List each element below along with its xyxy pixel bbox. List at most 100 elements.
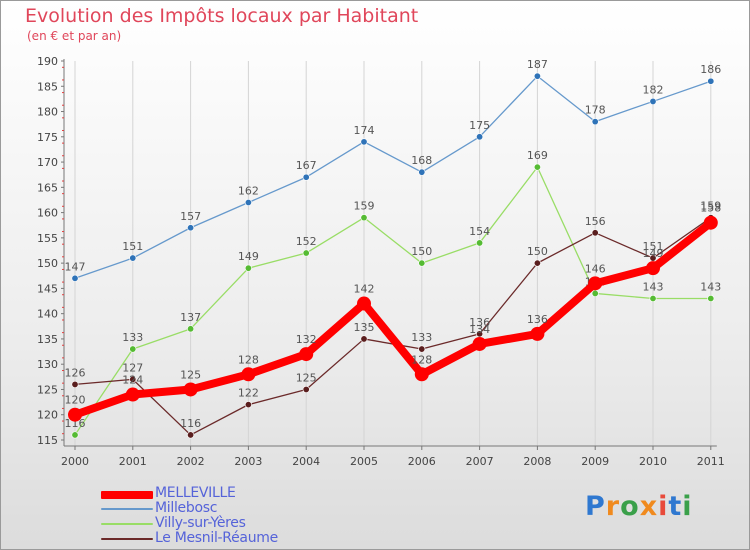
x-tick-label-2004: 2004: [292, 455, 320, 468]
data-point-villy-sur-yeres: [187, 325, 195, 333]
data-point-le-mesnil-reaume: [418, 345, 426, 353]
data-label-le-mesnil-reaume: 135: [354, 321, 375, 334]
data-label-melleville: 142: [354, 283, 375, 296]
x-tick-label-2002: 2002: [177, 455, 205, 468]
x-tick-label-2001: 2001: [119, 455, 147, 468]
data-point-villy-sur-yeres: [71, 431, 79, 439]
data-label-millebosc: 178: [585, 104, 606, 117]
legend-label-millebosc: Millebosc: [155, 500, 218, 516]
legend-label-mesnil: Le Mesnil-Réaume: [155, 530, 278, 546]
data-label-melleville: 132: [296, 333, 317, 346]
x-tick-label-2010: 2010: [639, 455, 667, 468]
data-point-melleville: [68, 407, 82, 422]
data-label-le-mesnil-reaume: 159: [700, 200, 721, 213]
data-label-millebosc: 157: [180, 210, 201, 223]
data-point-villy-sur-yeres: [302, 249, 310, 257]
y-tick-label-165: 165: [37, 181, 58, 194]
series-line-villy-sur-yeres: [74, 166, 712, 436]
data-label-villy-sur-yeres: 154: [469, 225, 490, 238]
data-label-villy-sur-yeres: 143: [700, 281, 721, 294]
data-label-melleville: 149: [643, 247, 664, 260]
data-label-villy-sur-yeres: 149: [238, 250, 259, 263]
data-point-millebosc: [649, 97, 657, 105]
data-point-millebosc: [71, 274, 79, 282]
data-point-le-mesnil-reaume: [71, 380, 79, 388]
data-point-melleville: [646, 261, 660, 276]
data-point-melleville: [125, 387, 140, 402]
data-point-le-mesnil-reaume: [187, 431, 195, 439]
data-label-le-mesnil-reaume: 122: [238, 387, 259, 400]
data-label-millebosc: 182: [643, 83, 664, 96]
y-tick-label-120: 120: [37, 409, 58, 422]
x-tick-label-2008: 2008: [523, 455, 551, 468]
data-label-le-mesnil-reaume: 136: [469, 316, 490, 329]
data-label-millebosc: 187: [527, 58, 548, 71]
logo-letter: x: [639, 491, 659, 522]
series-line-melleville: [71, 218, 715, 419]
data-point-le-mesnil-reaume: [302, 385, 310, 393]
data-point-melleville: [299, 347, 314, 362]
data-point-millebosc: [418, 168, 426, 176]
proxiti-logo: Proxiti: [585, 491, 693, 522]
data-point-villy-sur-yeres: [591, 289, 599, 297]
data-label-villy-sur-yeres: 137: [180, 311, 201, 324]
data-point-villy-sur-yeres: [649, 295, 657, 303]
data-point-millebosc: [476, 133, 484, 141]
data-point-millebosc: [302, 173, 310, 181]
x-tick-label-2003: 2003: [234, 455, 262, 468]
data-point-le-mesnil-reaume: [129, 375, 137, 383]
data-point-melleville: [530, 326, 545, 341]
data-point-villy-sur-yeres: [418, 259, 426, 267]
data-point-millebosc: [187, 224, 195, 232]
data-label-millebosc: 174: [354, 124, 375, 137]
x-tick-label-2005: 2005: [350, 455, 378, 468]
logo-letter: r: [605, 491, 621, 522]
data-label-le-mesnil-reaume: 150: [527, 245, 548, 258]
data-point-millebosc: [244, 198, 252, 206]
data-label-villy-sur-yeres: 116: [65, 417, 86, 430]
data-label-melleville: 120: [65, 394, 86, 407]
data-label-melleville: 146: [585, 262, 606, 275]
data-point-millebosc: [533, 72, 541, 80]
data-label-villy-sur-yeres: 150: [411, 245, 432, 258]
data-point-villy-sur-yeres: [360, 214, 368, 222]
data-label-millebosc: 175: [469, 119, 490, 132]
legend-label-melleville: MELLEVILLE: [155, 485, 236, 501]
data-label-melleville: 158: [700, 202, 721, 215]
logo-letter: o: [620, 491, 640, 522]
data-point-le-mesnil-reaume: [360, 335, 368, 343]
x-tick-label-2006: 2006: [408, 455, 436, 468]
series-line-millebosc: [74, 75, 712, 279]
y-tick-label-190: 190: [37, 55, 58, 68]
data-label-le-mesnil-reaume: 156: [585, 215, 606, 228]
y-tick-label-145: 145: [37, 282, 58, 295]
data-point-villy-sur-yeres: [707, 295, 715, 303]
data-label-le-mesnil-reaume: 151: [643, 240, 664, 253]
y-tick-label-160: 160: [37, 207, 58, 220]
data-point-melleville: [357, 296, 371, 311]
data-point-villy-sur-yeres: [244, 264, 252, 272]
legend-swatch-villy: [101, 523, 153, 525]
data-label-millebosc: 186: [700, 63, 721, 76]
legend-swatch-millebosc: [101, 508, 153, 510]
data-point-le-mesnil-reaume: [591, 229, 599, 237]
data-label-le-mesnil-reaume: 116: [180, 417, 201, 430]
data-label-melleville: 128: [238, 353, 259, 366]
data-label-villy-sur-yeres: 133: [122, 331, 143, 344]
y-tick-label-140: 140: [37, 308, 58, 321]
data-label-millebosc: 147: [65, 260, 86, 273]
data-point-millebosc: [707, 77, 715, 85]
legend-swatch-mesnil: [101, 538, 153, 540]
y-tick-label-125: 125: [37, 383, 58, 396]
data-point-millebosc: [591, 118, 599, 126]
data-label-villy-sur-yeres: 152: [296, 235, 317, 248]
data-label-villy-sur-yeres: 169: [527, 149, 548, 162]
legend-label-villy: Villy-sur-Yères: [155, 515, 246, 531]
data-label-millebosc: 168: [411, 154, 432, 167]
x-tick-label-2000: 2000: [61, 455, 89, 468]
y-tick-label-175: 175: [37, 131, 58, 144]
x-tick-label-2009: 2009: [581, 455, 609, 468]
data-label-le-mesnil-reaume: 125: [296, 371, 317, 384]
logo-letter: t: [668, 491, 683, 522]
